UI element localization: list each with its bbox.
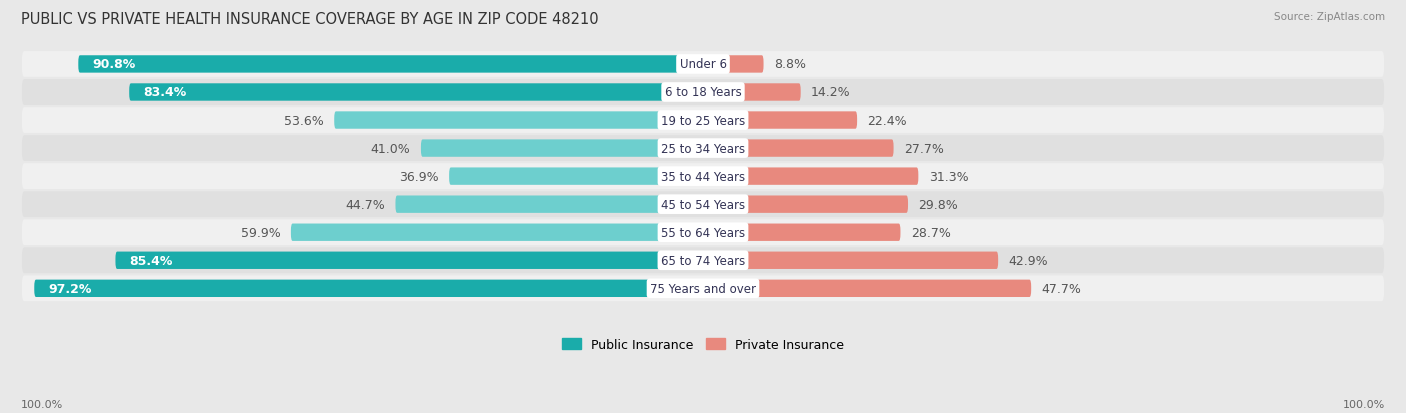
Text: Source: ZipAtlas.com: Source: ZipAtlas.com [1274, 12, 1385, 22]
Text: 100.0%: 100.0% [1343, 399, 1385, 409]
Text: 14.2%: 14.2% [811, 86, 851, 99]
FancyBboxPatch shape [420, 140, 703, 157]
FancyBboxPatch shape [79, 56, 703, 74]
Text: 8.8%: 8.8% [773, 58, 806, 71]
FancyBboxPatch shape [703, 56, 763, 74]
Text: 85.4%: 85.4% [129, 254, 173, 267]
Text: 35 to 44 Years: 35 to 44 Years [661, 170, 745, 183]
Text: 53.6%: 53.6% [284, 114, 323, 127]
FancyBboxPatch shape [22, 52, 1384, 78]
Text: 59.9%: 59.9% [240, 226, 281, 239]
FancyBboxPatch shape [449, 168, 703, 185]
FancyBboxPatch shape [22, 80, 1384, 106]
Text: 47.7%: 47.7% [1042, 282, 1081, 295]
Text: 6 to 18 Years: 6 to 18 Years [665, 86, 741, 99]
FancyBboxPatch shape [703, 84, 800, 102]
Text: 83.4%: 83.4% [143, 86, 186, 99]
FancyBboxPatch shape [22, 164, 1384, 190]
Text: 100.0%: 100.0% [21, 399, 63, 409]
FancyBboxPatch shape [22, 136, 1384, 161]
FancyBboxPatch shape [703, 252, 998, 269]
Text: 19 to 25 Years: 19 to 25 Years [661, 114, 745, 127]
FancyBboxPatch shape [22, 108, 1384, 134]
Text: 41.0%: 41.0% [371, 142, 411, 155]
FancyBboxPatch shape [291, 224, 703, 241]
FancyBboxPatch shape [22, 248, 1384, 273]
Text: PUBLIC VS PRIVATE HEALTH INSURANCE COVERAGE BY AGE IN ZIP CODE 48210: PUBLIC VS PRIVATE HEALTH INSURANCE COVER… [21, 12, 599, 27]
FancyBboxPatch shape [703, 196, 908, 214]
FancyBboxPatch shape [22, 192, 1384, 218]
Text: 28.7%: 28.7% [911, 226, 950, 239]
Text: Under 6: Under 6 [679, 58, 727, 71]
FancyBboxPatch shape [703, 168, 918, 185]
FancyBboxPatch shape [335, 112, 703, 129]
FancyBboxPatch shape [115, 252, 703, 269]
Text: 25 to 34 Years: 25 to 34 Years [661, 142, 745, 155]
Text: 65 to 74 Years: 65 to 74 Years [661, 254, 745, 267]
Text: 75 Years and over: 75 Years and over [650, 282, 756, 295]
FancyBboxPatch shape [22, 276, 1384, 301]
FancyBboxPatch shape [703, 140, 894, 157]
Text: 27.7%: 27.7% [904, 142, 943, 155]
FancyBboxPatch shape [22, 220, 1384, 245]
Text: 97.2%: 97.2% [48, 282, 91, 295]
Text: 22.4%: 22.4% [868, 114, 907, 127]
Text: 42.9%: 42.9% [1008, 254, 1047, 267]
FancyBboxPatch shape [395, 196, 703, 214]
Text: 29.8%: 29.8% [918, 198, 957, 211]
Text: 55 to 64 Years: 55 to 64 Years [661, 226, 745, 239]
FancyBboxPatch shape [34, 280, 703, 297]
Text: 44.7%: 44.7% [346, 198, 385, 211]
FancyBboxPatch shape [703, 224, 900, 241]
FancyBboxPatch shape [129, 84, 703, 102]
FancyBboxPatch shape [703, 280, 1031, 297]
Text: 36.9%: 36.9% [399, 170, 439, 183]
Text: 31.3%: 31.3% [929, 170, 969, 183]
FancyBboxPatch shape [703, 112, 858, 129]
Text: 90.8%: 90.8% [91, 58, 135, 71]
Text: 45 to 54 Years: 45 to 54 Years [661, 198, 745, 211]
Legend: Public Insurance, Private Insurance: Public Insurance, Private Insurance [557, 333, 849, 356]
